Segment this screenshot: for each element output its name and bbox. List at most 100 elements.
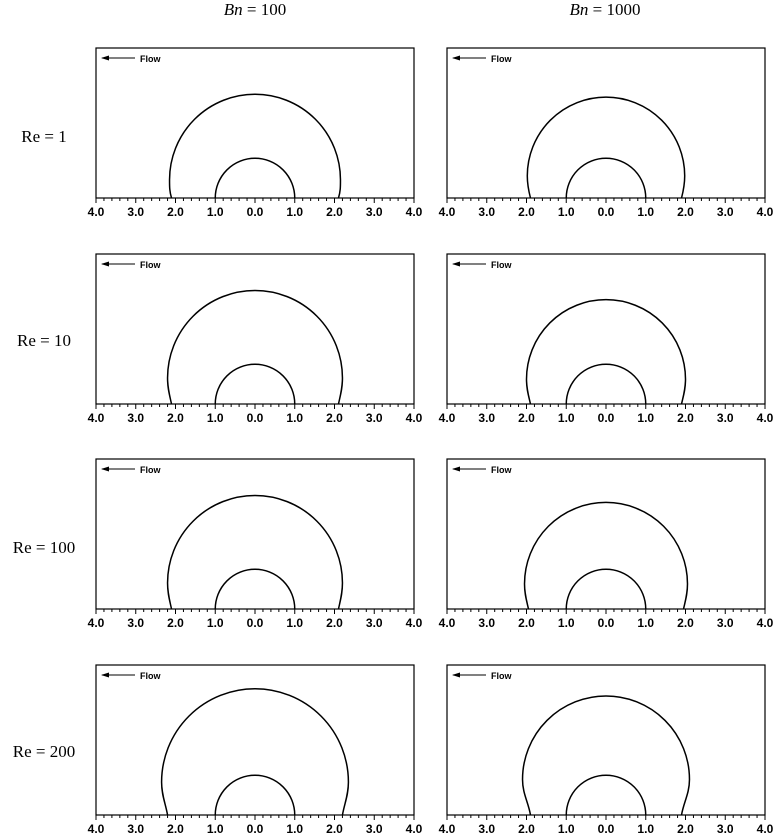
- x-tick-label: 0.0: [247, 822, 264, 836]
- x-tick-label: 1.0: [558, 205, 575, 219]
- panel-frame: [446, 47, 766, 199]
- flow-label: Flow: [491, 671, 512, 681]
- x-tick-label: 3.0: [717, 616, 734, 630]
- x-tick-label: 2.0: [326, 205, 343, 219]
- flow-label: Flow: [140, 465, 161, 475]
- x-tick-label: 0.0: [598, 616, 615, 630]
- flow-label: Flow: [140, 54, 161, 64]
- x-tick-label: 3.0: [366, 411, 383, 425]
- x-tick-label: 2.0: [167, 205, 184, 219]
- column-header-value: = 100: [242, 0, 287, 19]
- x-tick-label: 0.0: [247, 205, 264, 219]
- cylinder-boundary: [565, 568, 647, 610]
- panel-frame: [95, 253, 415, 405]
- x-tick-label: 3.0: [127, 205, 144, 219]
- x-tick-label: 2.0: [167, 411, 184, 425]
- flow-arrow-head: [101, 55, 109, 61]
- x-tick-label: 1.0: [637, 205, 654, 219]
- yield-envelope: [521, 695, 691, 816]
- x-tick-label: 3.0: [717, 205, 734, 219]
- yield-envelope: [166, 494, 344, 610]
- x-tick-label: 4.0: [406, 616, 423, 630]
- yield-envelope: [526, 96, 686, 199]
- flow-arrow-head: [452, 466, 460, 472]
- x-tick-label: 3.0: [478, 616, 495, 630]
- column-header-bn-100: Bn = 100: [155, 0, 355, 20]
- panel-frame: [446, 253, 766, 405]
- x-tick-label: 3.0: [127, 822, 144, 836]
- x-tick-label: 4.0: [88, 205, 105, 219]
- x-tick-label: 2.0: [677, 822, 694, 836]
- x-tick-label: 2.0: [677, 411, 694, 425]
- row-label-re-1: Re = 1: [21, 127, 67, 146]
- panel-frame: [446, 458, 766, 610]
- x-tick-label: 2.0: [167, 822, 184, 836]
- flow-arrow-head: [101, 466, 109, 472]
- x-tick-label: 4.0: [88, 616, 105, 630]
- x-tick-label: 3.0: [366, 822, 383, 836]
- x-tick-label: 1.0: [286, 411, 303, 425]
- x-tick-label: 1.0: [286, 616, 303, 630]
- x-tick-label: 0.0: [247, 411, 264, 425]
- x-tick-label: 4.0: [439, 205, 456, 219]
- x-tick-label: 1.0: [207, 411, 224, 425]
- flow-arrow-head: [452, 55, 460, 61]
- x-tick-label: 3.0: [717, 822, 734, 836]
- yield-envelope: [168, 93, 342, 199]
- x-tick-label: 2.0: [326, 411, 343, 425]
- x-tick-label: 1.0: [637, 822, 654, 836]
- flow-label: Flow: [140, 260, 161, 270]
- x-tick-label: 1.0: [558, 616, 575, 630]
- x-tick-label: 4.0: [439, 616, 456, 630]
- x-tick-label: 4.0: [757, 822, 774, 836]
- x-tick-label: 1.0: [637, 616, 654, 630]
- cylinder-boundary: [565, 157, 647, 199]
- flow-label: Flow: [140, 671, 161, 681]
- x-tick-label: 0.0: [598, 411, 615, 425]
- x-tick-label: 2.0: [518, 205, 535, 219]
- x-tick-label: 1.0: [207, 205, 224, 219]
- column-header-value: = 1000: [588, 0, 641, 19]
- x-tick-label: 2.0: [518, 411, 535, 425]
- x-tick-label: 1.0: [558, 411, 575, 425]
- row-label-re-100: Re = 100: [12, 538, 76, 557]
- x-tick-label: 0.0: [247, 616, 264, 630]
- x-tick-label: 4.0: [439, 822, 456, 836]
- x-tick-label: 4.0: [757, 205, 774, 219]
- x-tick-label: 1.0: [286, 205, 303, 219]
- flow-arrow-head: [452, 261, 460, 267]
- column-header-symbol: Bn: [223, 0, 243, 19]
- x-tick-label: 4.0: [88, 411, 105, 425]
- x-tick-label: 4.0: [757, 411, 774, 425]
- cylinder-boundary: [565, 774, 647, 816]
- x-tick-label: 2.0: [677, 205, 694, 219]
- x-tick-label: 3.0: [478, 822, 495, 836]
- x-tick-label: 4.0: [439, 411, 456, 425]
- flow-arrow-head: [452, 672, 460, 678]
- panel-frame: [95, 47, 415, 199]
- x-tick-label: 4.0: [88, 822, 105, 836]
- x-tick-label: 2.0: [518, 822, 535, 836]
- panel-frame: [95, 664, 415, 816]
- flow-label: Flow: [491, 54, 512, 64]
- x-tick-label: 3.0: [478, 205, 495, 219]
- x-tick-label: 1.0: [558, 822, 575, 836]
- x-tick-label: 3.0: [127, 411, 144, 425]
- flow-arrow-head: [101, 672, 109, 678]
- cylinder-boundary: [565, 363, 647, 405]
- x-tick-label: 2.0: [518, 616, 535, 630]
- cylinder-boundary: [214, 363, 296, 405]
- row-label-re-200: Re = 200: [12, 742, 76, 761]
- x-tick-label: 4.0: [757, 616, 774, 630]
- row-label-re-10: Re = 10: [17, 331, 71, 350]
- x-tick-label: 3.0: [717, 411, 734, 425]
- x-tick-label: 3.0: [127, 616, 144, 630]
- x-tick-label: 3.0: [366, 205, 383, 219]
- panel-frame: [95, 458, 415, 610]
- x-tick-label: 0.0: [598, 205, 615, 219]
- yield-envelope: [160, 688, 350, 816]
- column-header-bn-1000: Bn = 1000: [505, 0, 705, 20]
- x-tick-label: 1.0: [637, 411, 654, 425]
- cylinder-boundary: [214, 157, 296, 199]
